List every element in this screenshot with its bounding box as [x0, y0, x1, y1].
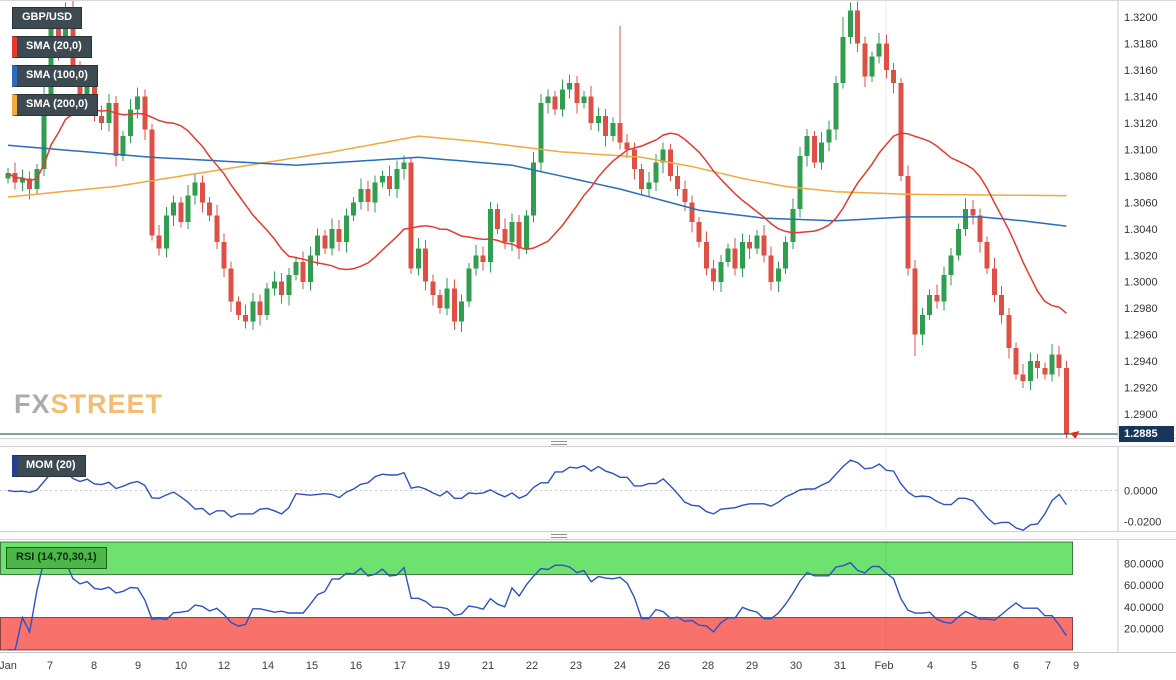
time-axis-label: 31	[833, 660, 847, 672]
indicator-legend: GBP/USD SMA (20,0) SMA (100,0) SMA (200,…	[12, 7, 98, 116]
svg-text:80.0000: 80.0000	[1124, 559, 1164, 571]
svg-text:1.2920: 1.2920	[1124, 383, 1158, 395]
time-axis-label: 24	[613, 660, 627, 672]
time-axis-label: 23	[569, 660, 583, 672]
svg-text:1.3140: 1.3140	[1124, 91, 1158, 103]
sma100-badge[interactable]: SMA (100,0)	[12, 65, 98, 87]
time-axis-label: 4	[926, 660, 934, 672]
time-axis-label: 14	[261, 660, 275, 672]
svg-text:-0.0200: -0.0200	[1124, 517, 1161, 529]
svg-text:1.3120: 1.3120	[1124, 118, 1158, 130]
svg-text:20.0000: 20.0000	[1124, 623, 1164, 635]
time-axis-label: 21	[481, 660, 495, 672]
time-axis-label: 10	[174, 660, 188, 672]
rsi-badge[interactable]: RSI (14,70,30,1)	[6, 547, 107, 569]
time-axis-label: 7	[46, 660, 54, 672]
svg-text:1.3000: 1.3000	[1124, 277, 1158, 289]
fxstreet-watermark-logo: FXSTREET	[14, 389, 163, 420]
time-axis-label: 5	[970, 660, 978, 672]
svg-text:1.3080: 1.3080	[1124, 171, 1158, 183]
momentum-chart-canvas[interactable]: 0.0000 -0.0200	[0, 447, 1176, 531]
time-axis: Jan 7 8 9 10 12 14 15 16 17 19 21 22 23 24 26 28 29 30 31 Fe…	[0, 652, 1176, 680]
svg-text:1.2960: 1.2960	[1124, 330, 1158, 342]
panel-separator[interactable]	[0, 531, 1176, 540]
sma20-badge[interactable]: SMA (20,0)	[12, 36, 92, 58]
time-axis-label: 26	[657, 660, 671, 672]
rsi-chart-canvas[interactable]: 80.0000 60.0000 40.0000 20.0000	[0, 540, 1176, 652]
time-axis-label: 9	[134, 660, 142, 672]
price-chart-canvas[interactable]: 1.3200 1.3180 1.3160 1.3140 1.3120 1.3100 1.30…	[0, 1, 1176, 438]
sma200-badge[interactable]: SMA (200,0)	[12, 94, 98, 116]
time-axis-label: 19	[437, 660, 451, 672]
svg-text:1.3180: 1.3180	[1124, 38, 1158, 50]
svg-text:1.3060: 1.3060	[1124, 197, 1158, 209]
time-axis-label: 7	[1044, 660, 1052, 672]
watermark-fx: FX	[14, 389, 51, 419]
svg-text:1.3020: 1.3020	[1124, 250, 1158, 262]
time-axis-label: 16	[349, 660, 363, 672]
rsi-panel: 80.0000 60.0000 40.0000 20.0000 RSI (14,70,…	[0, 540, 1176, 652]
time-axis-label: 17	[393, 660, 407, 672]
price-panel: 1.3200 1.3180 1.3160 1.3140 1.3120 1.3100 1.30…	[0, 1, 1176, 442]
svg-text:1.2980: 1.2980	[1124, 303, 1158, 315]
time-axis-label: Feb	[874, 660, 894, 672]
svg-text:1.3160: 1.3160	[1124, 65, 1158, 77]
last-price-badge: 1.2885	[1119, 426, 1174, 442]
svg-text:1.2900: 1.2900	[1124, 409, 1158, 421]
panel-resize-handle-icon[interactable]	[551, 441, 567, 445]
svg-text:1.3040: 1.3040	[1124, 224, 1158, 236]
svg-text:1.3200: 1.3200	[1124, 12, 1158, 24]
time-axis-label: 30	[789, 660, 803, 672]
svg-text:0.0000: 0.0000	[1124, 486, 1158, 498]
time-axis-label: 8	[90, 660, 98, 672]
time-axis-label: 28	[701, 660, 715, 672]
rsi-legend: RSI (14,70,30,1)	[6, 547, 107, 569]
panel-resize-handle-icon[interactable]	[551, 534, 567, 538]
svg-text:40.0000: 40.0000	[1124, 602, 1164, 614]
svg-text:1.3100: 1.3100	[1124, 144, 1158, 156]
time-axis-label: 12	[217, 660, 231, 672]
svg-text:60.0000: 60.0000	[1124, 580, 1164, 592]
symbol-badge[interactable]: GBP/USD	[12, 7, 83, 29]
watermark-street: STREET	[50, 389, 164, 419]
svg-text:1.2940: 1.2940	[1124, 356, 1158, 368]
time-axis-label: 9	[1072, 660, 1080, 672]
time-axis-label: 29	[745, 660, 759, 672]
panel-separator[interactable]	[0, 438, 1176, 447]
time-axis-label: Jan	[0, 660, 17, 672]
time-axis-label: 6	[1012, 660, 1020, 672]
mom-badge[interactable]: MOM (20)	[12, 455, 86, 477]
momentum-legend: MOM (20)	[12, 455, 86, 477]
time-axis-label: 15	[305, 660, 319, 672]
time-axis-label: 22	[525, 660, 539, 672]
momentum-panel: 0.0000 -0.0200 MOM (20)	[0, 447, 1176, 531]
